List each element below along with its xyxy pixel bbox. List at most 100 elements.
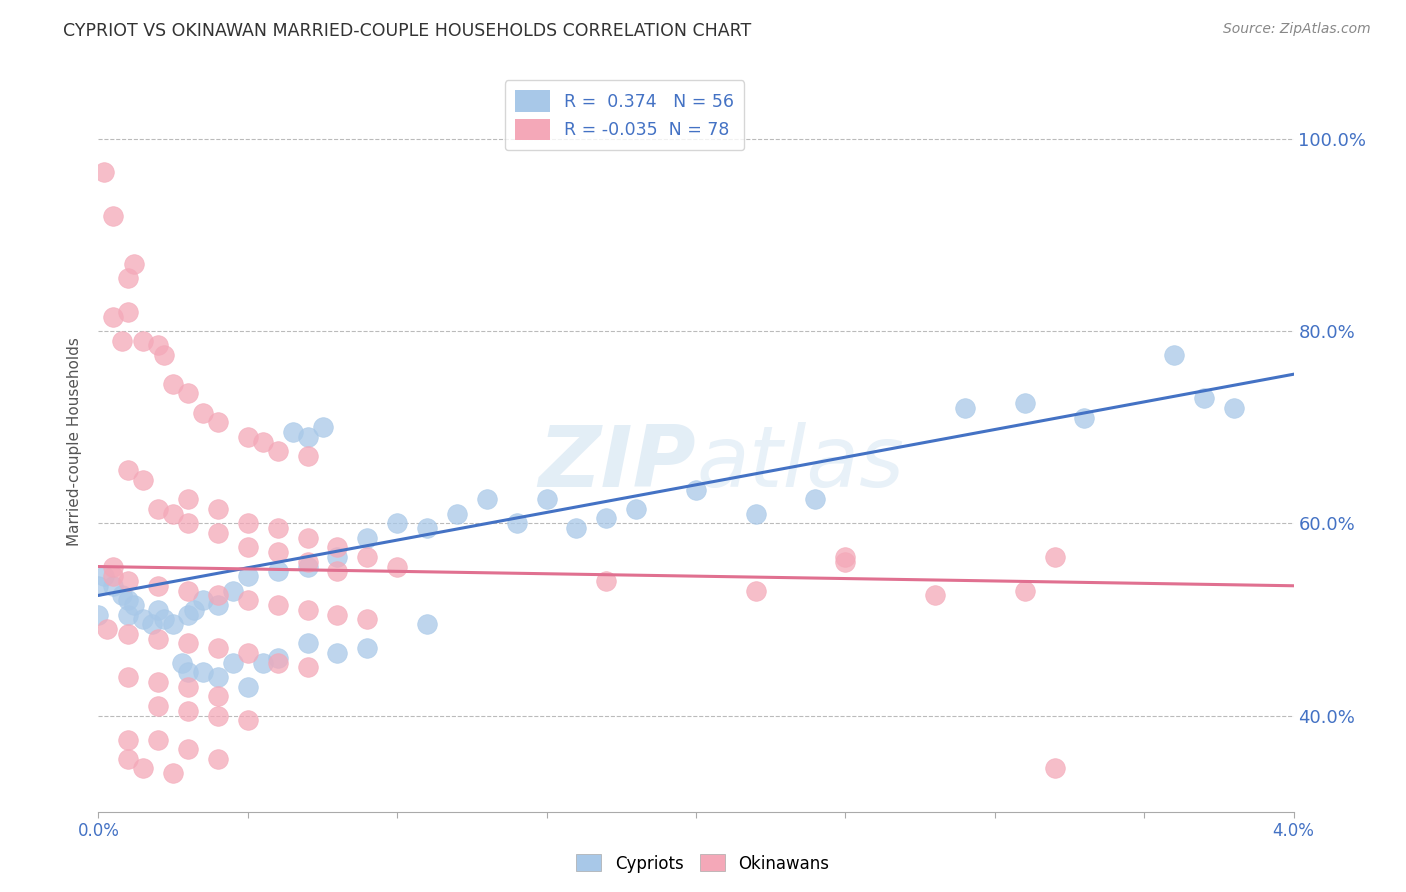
Point: [326, 541, 349, 555]
Point: [1043, 761, 1066, 775]
Point: [236, 714, 259, 728]
Point: [356, 641, 378, 656]
Text: ZIP: ZIP: [538, 422, 696, 505]
Point: [326, 565, 349, 579]
Text: atlas: atlas: [696, 422, 904, 505]
Point: [475, 492, 498, 507]
Point: [148, 698, 170, 713]
Point: [1223, 401, 1246, 415]
Point: [595, 574, 617, 588]
Point: [117, 627, 139, 641]
Point: [117, 593, 139, 607]
Point: [177, 742, 200, 756]
Point: [177, 583, 200, 598]
Point: [804, 492, 827, 507]
Point: [207, 525, 229, 540]
Point: [236, 680, 259, 694]
Point: [153, 348, 176, 362]
Point: [311, 420, 333, 434]
Point: [191, 406, 214, 420]
Point: [356, 549, 378, 564]
Point: [252, 656, 274, 670]
Point: [117, 304, 139, 318]
Point: [148, 674, 170, 689]
Point: [93, 569, 115, 583]
Point: [111, 588, 134, 602]
Point: [252, 434, 274, 449]
Point: [236, 593, 259, 607]
Point: [297, 449, 319, 463]
Point: [446, 507, 468, 521]
Point: [117, 463, 139, 477]
Point: [124, 257, 146, 271]
Point: [117, 670, 139, 684]
Point: [506, 516, 529, 531]
Point: [267, 656, 290, 670]
Point: [207, 598, 229, 612]
Point: [132, 473, 155, 487]
Point: [297, 660, 319, 674]
Point: [326, 549, 349, 564]
Point: [177, 704, 200, 718]
Point: [207, 670, 229, 684]
Point: [162, 376, 184, 391]
Point: [281, 425, 304, 439]
Point: [117, 752, 139, 766]
Point: [297, 636, 319, 650]
Point: [207, 501, 229, 516]
Point: [141, 617, 163, 632]
Point: [191, 665, 214, 680]
Point: [117, 271, 139, 285]
Point: [132, 761, 155, 775]
Point: [87, 607, 110, 622]
Point: [1163, 348, 1185, 362]
Point: [267, 521, 290, 535]
Point: [111, 334, 134, 348]
Point: [595, 511, 617, 525]
Point: [162, 617, 184, 632]
Point: [177, 665, 200, 680]
Point: [148, 732, 170, 747]
Point: [162, 766, 184, 780]
Point: [356, 531, 378, 545]
Point: [117, 607, 139, 622]
Point: [177, 607, 200, 622]
Point: [626, 501, 648, 516]
Point: [177, 492, 200, 507]
Point: [236, 646, 259, 660]
Point: [103, 579, 125, 593]
Point: [207, 690, 229, 704]
Point: [326, 646, 349, 660]
Point: [177, 636, 200, 650]
Legend: Cypriots, Okinawans: Cypriots, Okinawans: [569, 847, 837, 880]
Point: [172, 656, 194, 670]
Point: [267, 444, 290, 458]
Point: [124, 598, 146, 612]
Point: [103, 209, 125, 223]
Point: [222, 583, 245, 598]
Point: [1014, 396, 1036, 410]
Point: [536, 492, 558, 507]
Point: [132, 334, 155, 348]
Point: [267, 651, 290, 665]
Point: [96, 622, 118, 636]
Point: [834, 555, 856, 569]
Point: [297, 603, 319, 617]
Point: [356, 612, 378, 626]
Point: [416, 521, 439, 535]
Point: [177, 386, 200, 401]
Point: [267, 545, 290, 559]
Point: [153, 612, 176, 626]
Point: [565, 521, 588, 535]
Point: [297, 555, 319, 569]
Point: [207, 641, 229, 656]
Point: [924, 588, 946, 602]
Point: [385, 516, 409, 531]
Point: [207, 415, 229, 429]
Point: [207, 752, 229, 766]
Point: [93, 165, 115, 179]
Point: [267, 565, 290, 579]
Point: [1014, 583, 1036, 598]
Point: [297, 559, 319, 574]
Point: [103, 569, 125, 583]
